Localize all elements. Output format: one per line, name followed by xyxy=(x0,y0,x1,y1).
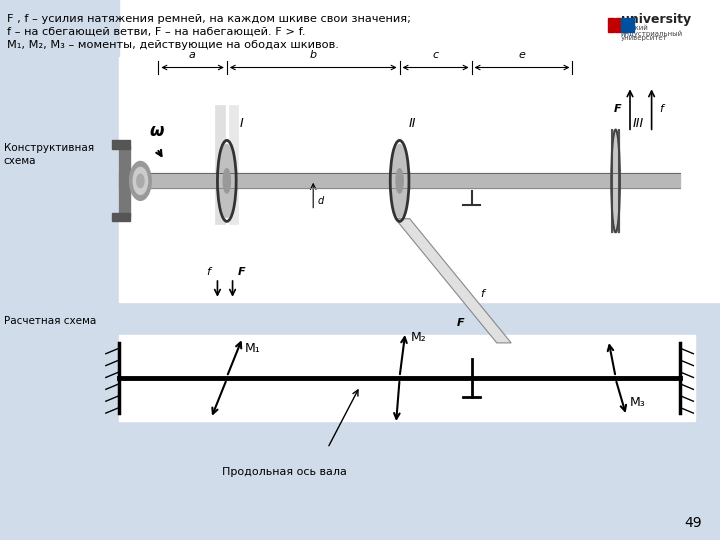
Text: M₁, M₂, M₃ – моменты, действующие на ободах шкивов.: M₁, M₂, M₃ – моменты, действующие на обо… xyxy=(7,40,339,51)
Text: f – на сбегающей ветви, F – на набегающей. F > f.: f – на сбегающей ветви, F – на набегающе… xyxy=(7,27,306,37)
Text: F: F xyxy=(238,267,245,278)
Text: Конструктивная
схема: Конструктивная схема xyxy=(4,143,94,166)
Bar xyxy=(119,173,680,188)
Text: e: e xyxy=(518,50,526,60)
Bar xyxy=(608,18,614,23)
Text: II: II xyxy=(409,117,416,130)
Text: c: c xyxy=(433,50,438,60)
Bar xyxy=(119,146,130,216)
Bar xyxy=(628,18,634,23)
Text: F: F xyxy=(613,104,621,114)
Text: Продольная ось вала: Продольная ось вала xyxy=(222,467,347,477)
Bar xyxy=(112,140,130,149)
Ellipse shape xyxy=(133,167,148,194)
Polygon shape xyxy=(395,219,511,343)
Bar xyxy=(615,23,621,28)
Bar xyxy=(119,335,695,421)
Text: 49: 49 xyxy=(685,516,702,530)
Text: f: f xyxy=(206,267,210,278)
Text: университет: университет xyxy=(621,35,667,41)
Bar xyxy=(119,57,720,302)
Text: a: a xyxy=(189,50,196,60)
Bar xyxy=(628,28,634,32)
Bar xyxy=(0,0,119,540)
Ellipse shape xyxy=(137,174,144,187)
Text: ω: ω xyxy=(150,123,164,140)
Text: university: university xyxy=(621,14,690,26)
Bar xyxy=(628,23,634,28)
Text: b: b xyxy=(310,50,317,60)
Ellipse shape xyxy=(219,144,235,217)
Text: M₂: M₂ xyxy=(410,331,426,344)
Text: f: f xyxy=(659,104,662,114)
Ellipse shape xyxy=(396,168,403,193)
Bar xyxy=(612,130,619,232)
Bar xyxy=(112,213,130,221)
Text: индустриальный: индустриальный xyxy=(621,30,683,37)
Text: f: f xyxy=(480,289,485,299)
Text: F , f – усилия натяжения ремней, на каждом шкиве свои значения;: F , f – усилия натяжения ремней, на кажд… xyxy=(7,14,411,24)
Ellipse shape xyxy=(392,144,408,217)
Bar xyxy=(621,28,627,32)
Text: F: F xyxy=(457,318,464,328)
Ellipse shape xyxy=(223,168,230,193)
Bar xyxy=(621,23,627,28)
Text: I: I xyxy=(239,117,243,130)
Bar xyxy=(0,302,720,540)
Bar xyxy=(615,28,621,32)
Bar xyxy=(621,18,627,23)
Bar xyxy=(229,105,238,224)
Text: Расчетная схема: Расчетная схема xyxy=(4,316,96,326)
Text: Омский: Омский xyxy=(621,25,649,31)
Text: III: III xyxy=(633,117,644,130)
Ellipse shape xyxy=(130,161,151,200)
Bar xyxy=(608,23,614,28)
Text: M₁: M₁ xyxy=(245,342,261,355)
Text: M₃: M₃ xyxy=(630,396,646,409)
Bar xyxy=(215,105,225,224)
Bar xyxy=(615,18,621,23)
Bar xyxy=(608,28,614,32)
Text: d: d xyxy=(318,197,324,206)
